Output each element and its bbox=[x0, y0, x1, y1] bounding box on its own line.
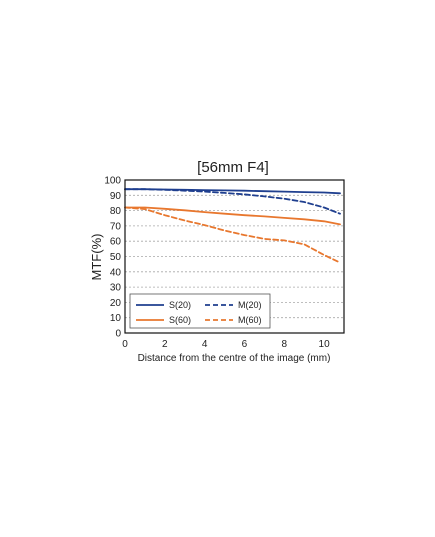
legend-label-m-60: M(60) bbox=[238, 315, 262, 325]
x-tick-label: 2 bbox=[162, 339, 168, 350]
y-tick-label: 70 bbox=[110, 221, 122, 232]
y-tick-label: 50 bbox=[110, 252, 122, 263]
series-line-s-60 bbox=[124, 206, 341, 226]
y-tick-label: 60 bbox=[110, 237, 122, 248]
x-tick-label: 10 bbox=[319, 339, 331, 350]
x-tick-labels: 0 2 4 6 8 10 bbox=[122, 339, 330, 350]
y-tick-label: 90 bbox=[110, 191, 122, 202]
y-tick-label: 40 bbox=[110, 267, 122, 278]
legend-box bbox=[129, 293, 271, 329]
x-tick-label: 6 bbox=[242, 339, 248, 350]
series-line-m-60 bbox=[124, 206, 341, 264]
legend: S(20) M(20) S(60) M(60) bbox=[129, 293, 271, 329]
legend-label-s-20: S(20) bbox=[169, 300, 191, 310]
y-tick-label: 20 bbox=[110, 298, 122, 309]
series-line-m-20 bbox=[124, 188, 341, 215]
y-axis-label: MTF(%) bbox=[89, 234, 104, 281]
x-tick-label: 4 bbox=[202, 339, 208, 350]
y-tick-label: 10 bbox=[110, 313, 122, 324]
x-tick-label: 8 bbox=[281, 339, 287, 350]
y-tick-labels: 0 10 20 30 40 50 60 70 80 90 100 bbox=[104, 176, 121, 340]
y-tick-label: 0 bbox=[115, 329, 121, 340]
series-lines bbox=[124, 188, 341, 264]
y-tick-label: 80 bbox=[110, 206, 122, 217]
x-axis-label: Distance from the centre of the image (m… bbox=[138, 353, 331, 364]
legend-label-s-60: S(60) bbox=[169, 315, 191, 325]
legend-label-m-20: M(20) bbox=[238, 300, 262, 310]
chart-title: [56mm F4] bbox=[197, 159, 269, 176]
y-tick-label: 30 bbox=[110, 283, 122, 294]
plot-frame bbox=[124, 179, 345, 334]
y-tick-label: 100 bbox=[104, 176, 121, 187]
x-tick-label: 0 bbox=[122, 339, 128, 350]
